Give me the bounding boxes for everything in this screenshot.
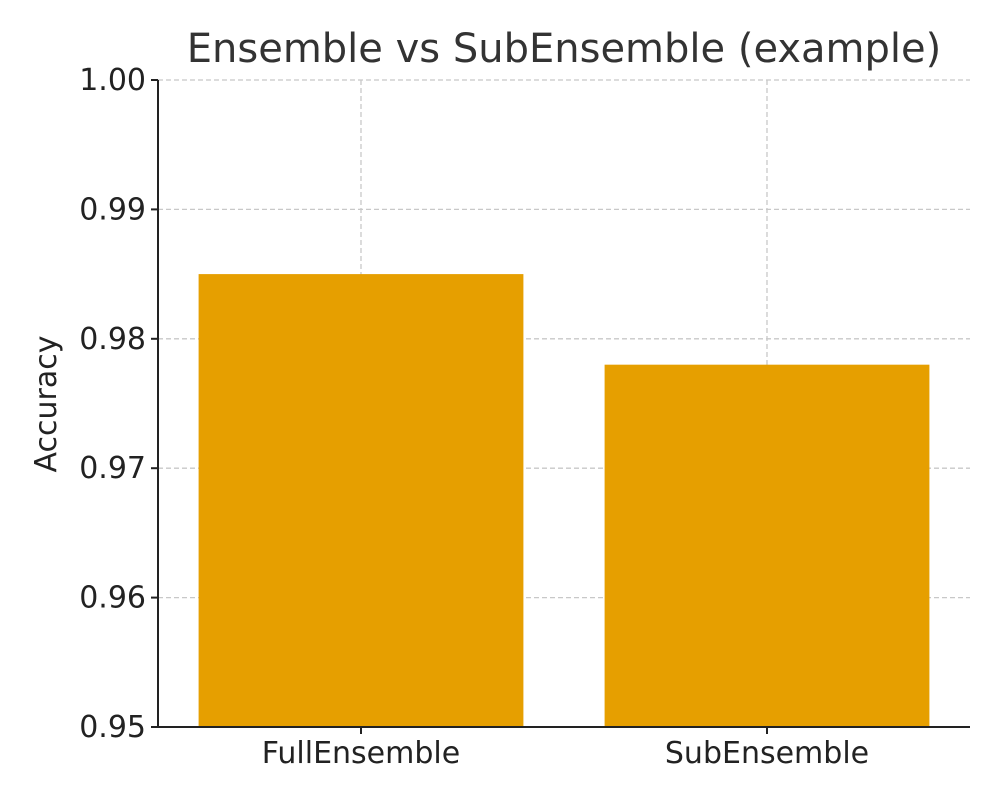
y-tick-label: 0.95 — [79, 710, 146, 745]
axis-layer — [157, 80, 970, 728]
x-tick-label: SubEnsemble — [665, 736, 869, 771]
bar-subensemble — [604, 364, 930, 727]
y-tick-label: 0.99 — [79, 192, 146, 227]
tick-layer: 0.95 0.96 0.97 0.98 0.99 1.00 FullEnsemble SubE… — [79, 63, 869, 771]
y-tick-label: 0.96 — [79, 581, 146, 616]
y-axis-label: Accuracy — [29, 336, 64, 473]
x-tick-label: FullEnsemble — [262, 736, 460, 771]
y-tick-label: 0.98 — [79, 322, 146, 357]
bar-fullensemble — [198, 274, 524, 727]
y-tick-label: 0.97 — [79, 451, 146, 486]
chart-title: Ensemble vs SubEnsemble (example) — [187, 26, 941, 72]
y-tick-label: 1.00 — [79, 63, 146, 98]
bar-layer — [198, 274, 930, 727]
